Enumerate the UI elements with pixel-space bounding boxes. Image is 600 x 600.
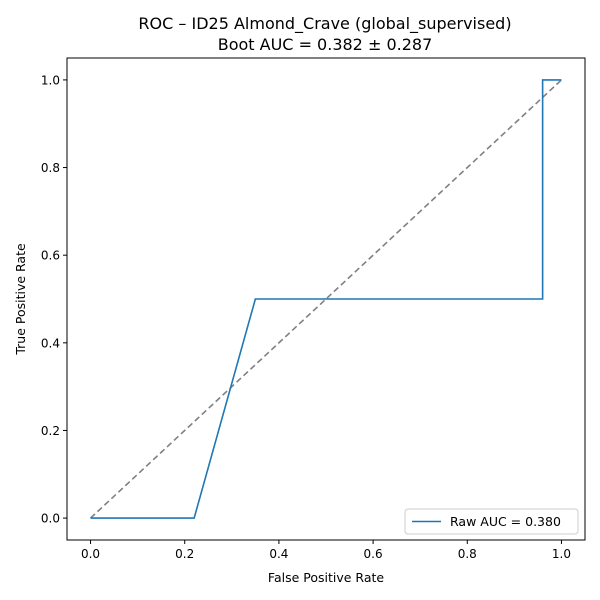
x-tick-label: 1.0	[552, 547, 571, 561]
chart-subtitle: Boot AUC = 0.382 ± 0.287	[218, 35, 433, 54]
y-tick-label: 0.0	[41, 512, 60, 526]
roc-curve-line	[90, 79, 562, 519]
legend-box	[404, 508, 579, 535]
x-tick-label: 0.6	[364, 547, 383, 561]
x-axis-label: False Positive Rate	[268, 570, 384, 585]
chance-diagonal-line	[90, 79, 562, 519]
x-axis-ticks: 0.0 0.2 0.4 0.6 0.8 1.0	[81, 540, 571, 561]
chart-title: ROC – ID25 Almond_Crave (global_supervis…	[138, 14, 511, 34]
y-axis-label: True Positive Rate	[13, 243, 28, 356]
y-tick-label: 1.0	[41, 73, 60, 87]
y-tick-label: 0.4	[41, 336, 60, 350]
x-tick-label: 0.2	[175, 547, 194, 561]
axes-frame	[66, 57, 586, 541]
y-tick-label: 0.2	[41, 424, 60, 438]
x-tick-label: 0.8	[458, 547, 477, 561]
plot-area	[90, 79, 562, 519]
x-tick-label: 0.0	[81, 547, 100, 561]
y-tick-label: 0.8	[41, 161, 60, 175]
y-tick-label: 0.6	[41, 249, 60, 263]
y-axis-ticks: 0.0 0.2 0.4 0.6 0.8 1.0	[41, 73, 67, 526]
x-tick-label: 0.4	[269, 547, 288, 561]
legend-label-raw: Raw AUC = 0.380	[450, 514, 561, 529]
legend: Raw AUC = 0.380	[404, 508, 579, 535]
